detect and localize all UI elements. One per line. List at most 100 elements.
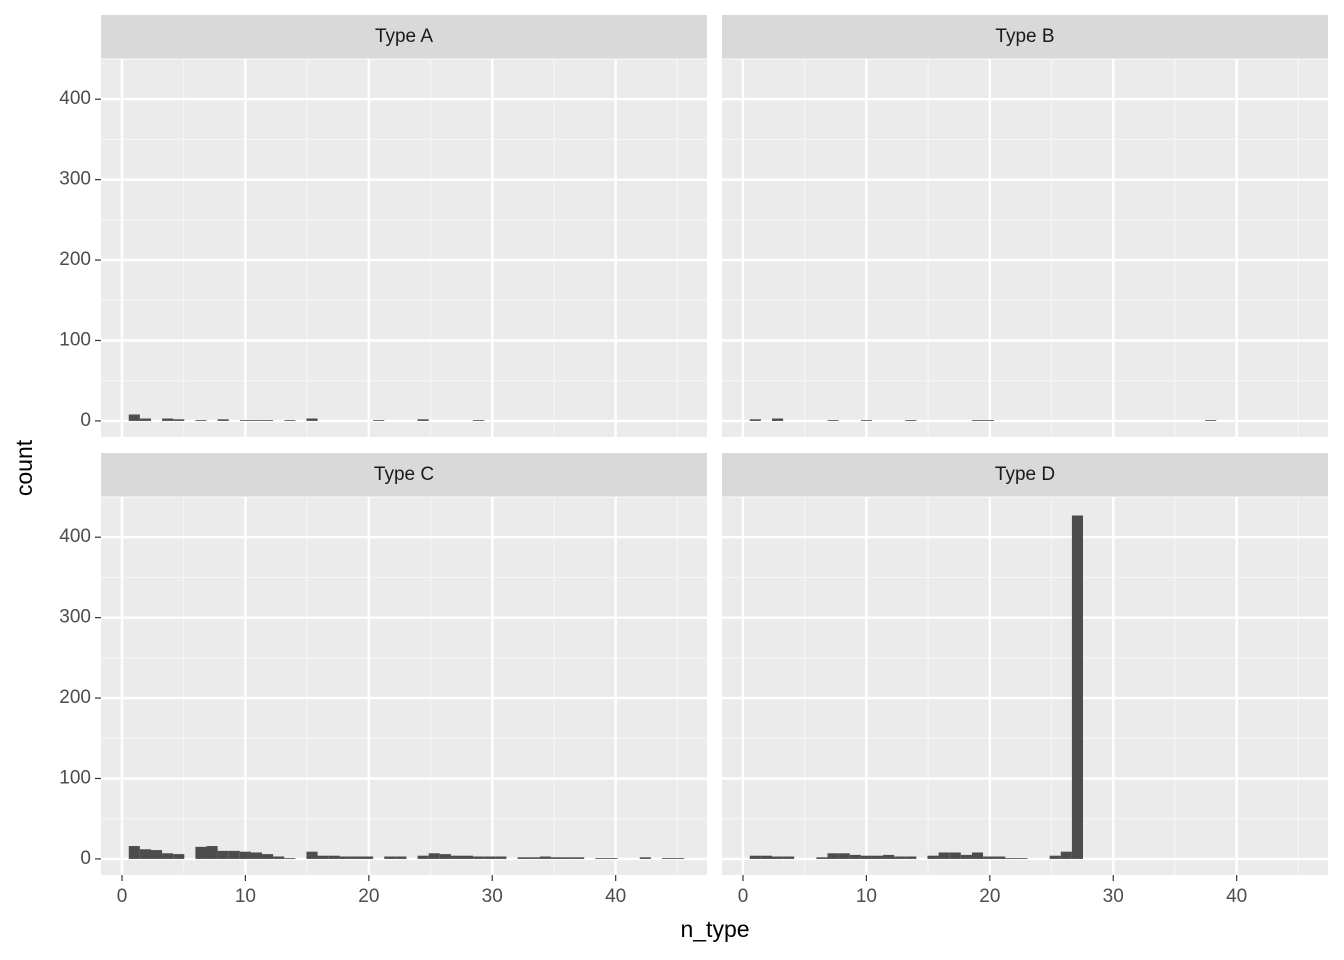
bar [827,420,839,421]
bar [273,856,285,859]
bar [860,855,872,859]
x-tick-label: 20 [979,886,1000,907]
bar [428,853,440,859]
bar [1071,515,1084,859]
strip-background [101,453,707,497]
bar [838,853,850,859]
bar [661,858,674,859]
panel-background [101,497,707,875]
x-tick-label: 10 [856,886,877,907]
y-tick-label: 300 [59,169,91,190]
x-tick-label: 0 [117,886,128,907]
bar [450,855,463,859]
bar [573,857,585,859]
strip-label: Type B [995,26,1054,47]
bar [749,419,761,421]
x-tick-label: 40 [1226,886,1247,907]
bar [983,856,995,859]
bar [994,856,1006,859]
bar [816,857,828,859]
strip-label: Type D [995,464,1055,485]
bar [473,420,485,421]
bar [462,855,474,859]
x-tick-label: 30 [1103,886,1124,907]
bar [439,854,451,859]
strip-background [722,15,1328,59]
bar [528,857,540,859]
bar [960,854,972,859]
bar [306,418,318,421]
bar [306,851,318,859]
bar [417,419,429,421]
y-tick-label: 400 [59,526,91,547]
bar [484,856,496,859]
bar [139,849,151,859]
bar [905,856,917,859]
bar [673,858,685,859]
bar [971,420,984,421]
bar [384,856,396,859]
bar [128,846,140,859]
strip-background [101,15,707,59]
bar [539,856,551,859]
bar [239,851,251,859]
bar [150,850,163,859]
bar [550,857,562,859]
bar [1049,855,1061,859]
bar [938,852,950,859]
bar [949,852,961,859]
bar [128,414,140,421]
bar [883,854,895,859]
panel-background [722,497,1328,875]
bar [860,420,872,421]
x-axis-title: n_type [680,916,749,942]
x-tick-label: 10 [235,886,256,907]
bar [595,858,607,859]
bar [849,854,861,859]
bar [350,856,363,859]
bar [173,854,185,859]
bar [983,420,995,421]
bar [228,850,240,859]
y-tick-label: 400 [59,88,91,109]
panel-background [101,59,707,437]
bar [927,855,939,859]
bar [771,418,784,421]
bar [362,856,374,859]
y-tick-label: 0 [80,848,91,869]
bar [495,856,507,859]
bar [317,855,329,859]
bar [195,420,207,421]
bar [373,420,385,421]
strip-background [722,453,1328,497]
y-tick-label: 200 [59,249,91,270]
bar [606,858,618,859]
strip-label: Type A [375,26,433,47]
bar [239,420,251,421]
bar [1005,858,1017,859]
y-tick-label: 300 [59,607,91,628]
bar [395,856,407,859]
bar [139,418,151,421]
y-axis-title: count [11,439,37,496]
bar [1060,851,1072,859]
bar [339,856,351,859]
bar [250,420,263,421]
bar [162,853,174,859]
bar [262,420,274,421]
bar [783,856,795,859]
bar [417,855,429,859]
y-tick-label: 100 [59,330,91,351]
bar [195,846,207,859]
bar [827,853,839,859]
x-tick-label: 0 [738,886,749,907]
bar [771,856,784,859]
bar [905,420,917,421]
bar [517,857,529,859]
bar [284,858,296,859]
bar [561,857,574,859]
bar [328,855,340,859]
bar [1016,858,1028,859]
